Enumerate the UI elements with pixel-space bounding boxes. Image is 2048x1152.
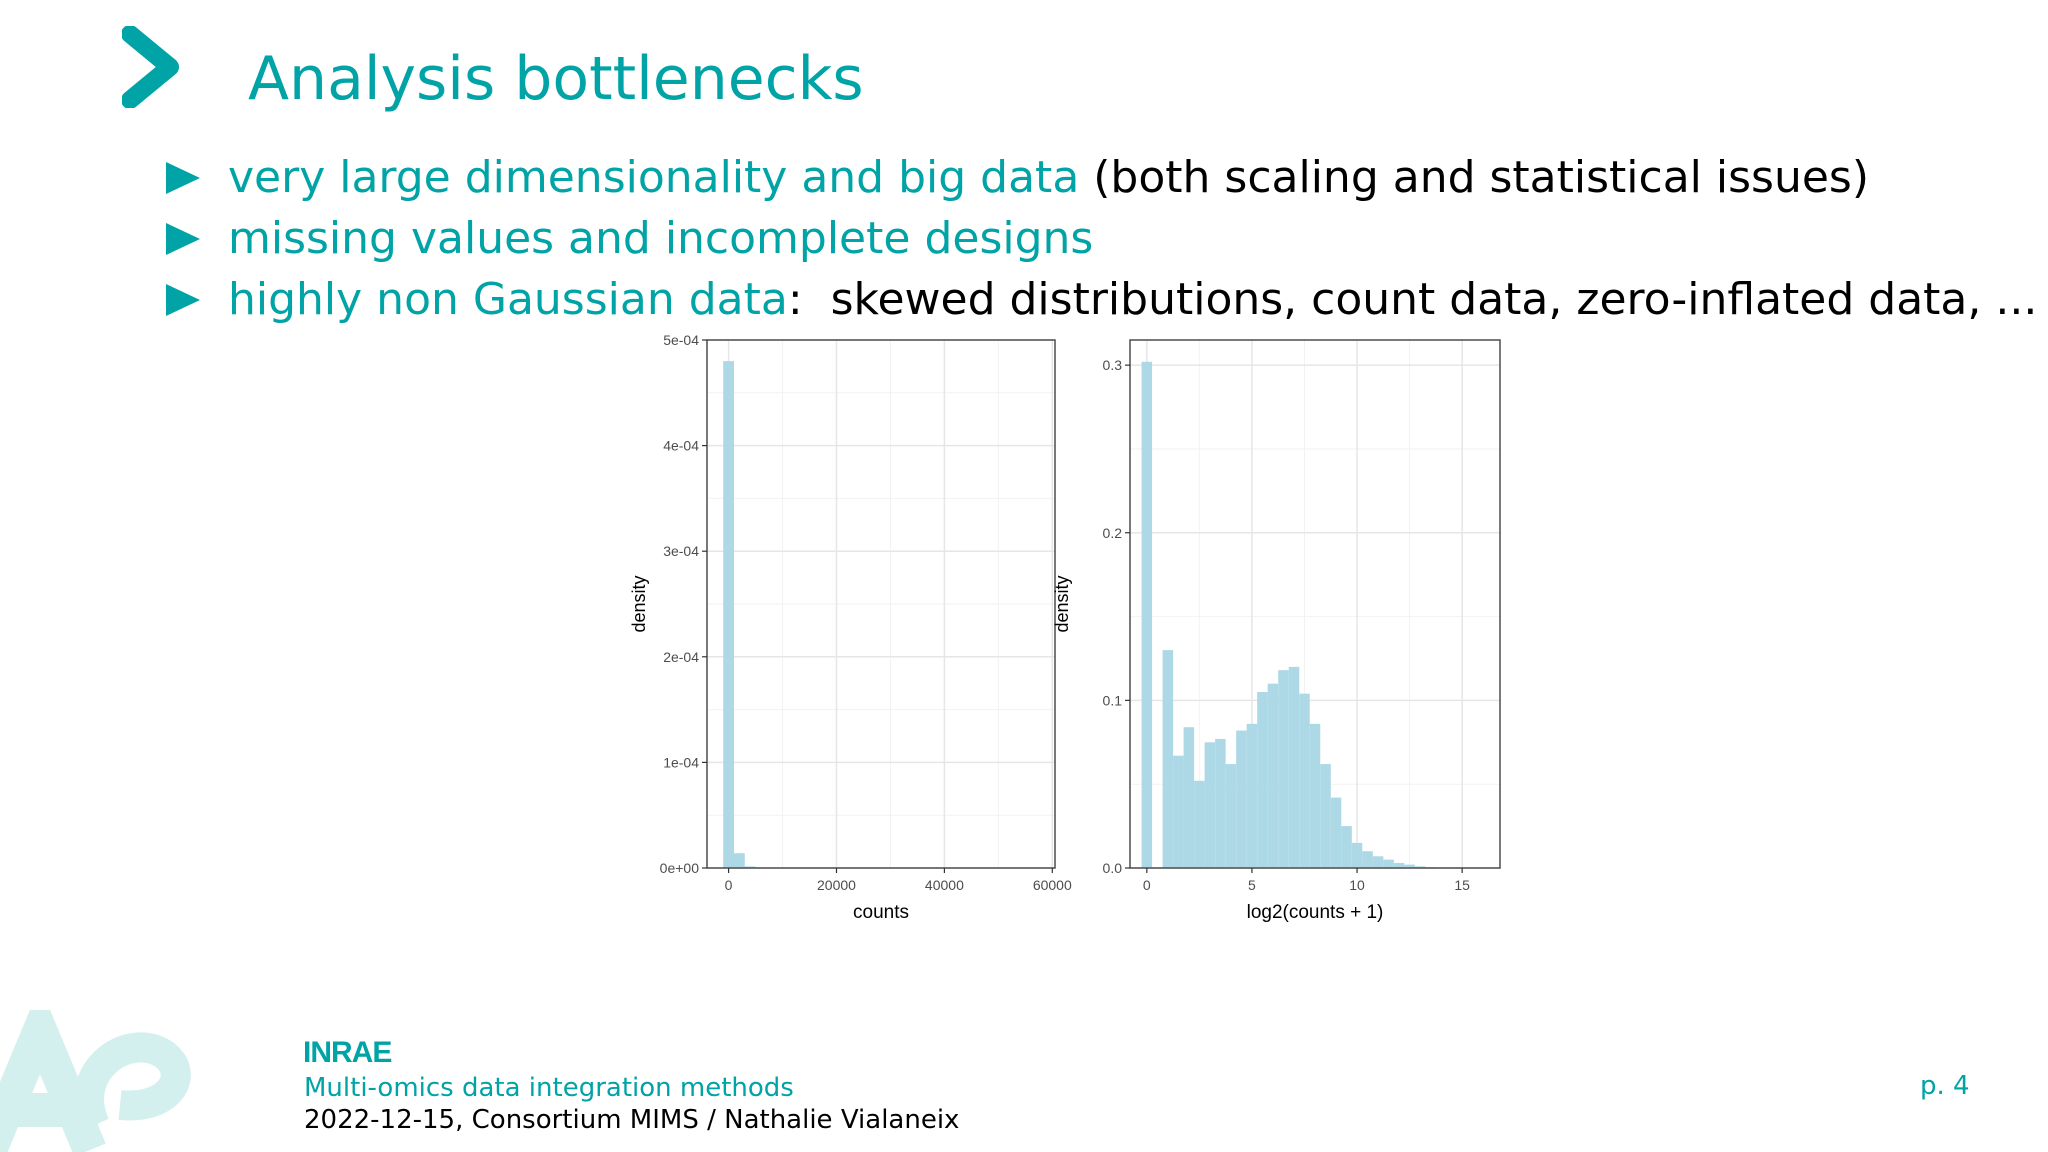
histogram-bar [744, 866, 756, 868]
histogram-bar [1215, 738, 1226, 868]
histogram-bar [1341, 826, 1352, 868]
triangle-bullet-icon [166, 284, 200, 316]
histogram-bar [1383, 859, 1394, 868]
y-tick-label: 3e-04 [663, 543, 699, 559]
histogram-bar [1173, 755, 1184, 868]
histogram-bar [1183, 727, 1195, 868]
x-tick-label: 40000 [925, 877, 964, 893]
y-tick-label: 0.0 [1103, 860, 1123, 876]
x-axis-label: counts [853, 902, 909, 923]
histogram-panel-2: 0.0 0.1 0.2 0.3 0 5 10 15 density log2(counts + 1… [1052, 339, 1501, 923]
histogram-bar [1257, 692, 1268, 868]
y-tick-label: 0.2 [1103, 525, 1123, 541]
x-tick-label: 60000 [1033, 877, 1072, 893]
histogram-bar [733, 853, 745, 868]
y-tick-label: 5e-04 [663, 332, 699, 348]
histogram-bar [1194, 780, 1205, 868]
histogram-bar [1288, 666, 1300, 868]
histogram-bar [723, 361, 734, 868]
y-axis-label: density [629, 575, 649, 632]
histogram-bar [1267, 683, 1279, 868]
page-number: p. 4 [1920, 1071, 1970, 1101]
y-axis-label: density [1052, 575, 1072, 632]
x-axis-label: log2(counts + 1) [1247, 902, 1384, 923]
x-tick-label: 20000 [817, 877, 856, 893]
histogram-bar [1236, 730, 1247, 868]
histogram-bar [1225, 764, 1237, 868]
triangle-bullet-icon [166, 223, 200, 255]
histogram-bar [1393, 862, 1405, 868]
histogram-bar [1278, 670, 1289, 868]
slide-title: Analysis bottlenecks [248, 44, 864, 114]
x-tick-label: 0 [1143, 877, 1151, 893]
x-tick-label: 5 [1248, 877, 1256, 893]
triangle-bullet-icon [166, 162, 200, 194]
bullet-rest: : skewed distributions, count data, zero… [787, 274, 2038, 325]
histogram-bar [1320, 764, 1331, 868]
bullet-highlight: very large dimensionality and big data [228, 152, 1080, 203]
y-tick-label: 0.1 [1103, 692, 1123, 708]
footer-meta: 2022-12-15, Consortium MIMS / Nathalie V… [304, 1105, 960, 1135]
x-tick-label: 10 [1349, 877, 1365, 893]
histogram-bar [1309, 723, 1321, 868]
histogram-bar [1141, 361, 1153, 868]
plot-border [1129, 339, 1501, 869]
y-tick-label: 1e-04 [663, 754, 699, 770]
histogram-bar [1414, 866, 1426, 868]
histogram-bar [1246, 723, 1258, 868]
inrae-watermark-logo [0, 1010, 191, 1152]
histogram-panel-1: 0e+00 1e-04 2e-04 3e-04 4e-04 5e-04 0 20000 4000… [629, 332, 1072, 923]
y-tick-label: 0e+00 [660, 860, 700, 876]
plot-border [706, 339, 1056, 869]
footer-title: Multi-omics data integration methods [304, 1073, 794, 1103]
bullet-rest: (both scaling and statistical issues) [1079, 152, 1870, 203]
histogram-bar [1299, 693, 1310, 868]
bullet-highlight: highly non Gaussian data [228, 274, 788, 325]
histogram-bar [1351, 842, 1363, 868]
y-tick-label: 0.3 [1103, 357, 1123, 373]
histogram-bar [1362, 851, 1373, 868]
histogram-bar [1330, 797, 1342, 868]
histogram-bar [1162, 650, 1174, 868]
inrae-logo: INRAE [303, 1036, 392, 1069]
chevron-right-icon [122, 26, 179, 108]
histogram-bar [1204, 742, 1216, 868]
bullet-highlight: missing values and incomplete designs [228, 213, 1094, 264]
histogram-bar [1372, 856, 1384, 868]
y-tick-label: 4e-04 [663, 438, 699, 454]
x-tick-label: 0 [725, 877, 733, 893]
y-tick-label: 2e-04 [663, 649, 699, 665]
x-tick-label: 15 [1454, 877, 1470, 893]
histogram-bar [1404, 864, 1415, 868]
